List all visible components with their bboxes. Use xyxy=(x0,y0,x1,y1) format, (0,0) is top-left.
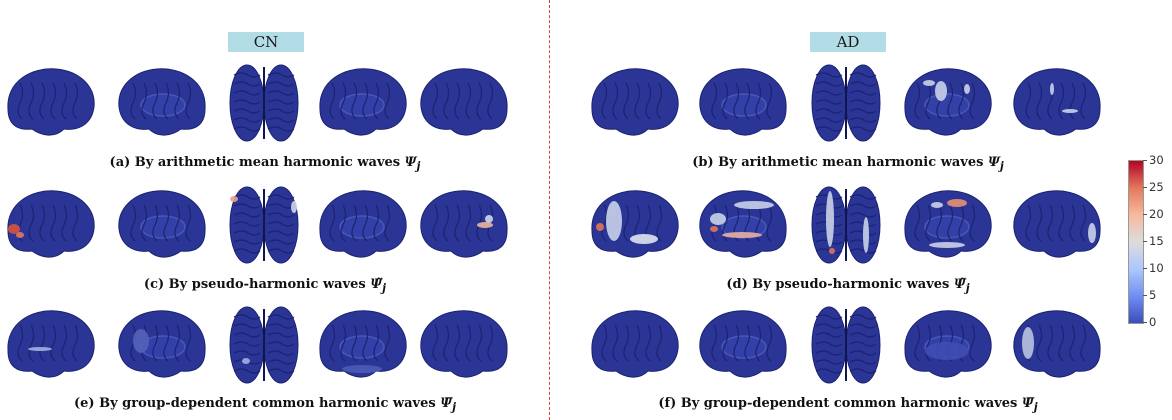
colorbar-tick-mark xyxy=(1143,214,1147,215)
colorbar-tick-label: 10 xyxy=(1149,261,1164,275)
brain-cn-row3-view1 xyxy=(7,310,95,378)
colorbar-tick-label: 20 xyxy=(1149,207,1164,221)
colorbar-tick-label: 0 xyxy=(1149,315,1157,329)
brain-cn-row1-view4 xyxy=(319,68,407,136)
brain-ad-row1-view4 xyxy=(904,68,992,136)
colorbar-tick-label: 25 xyxy=(1149,180,1164,194)
group-divider xyxy=(549,0,550,420)
brain-ad-row2-view2 xyxy=(699,190,787,258)
brain-cn-row3-view4 xyxy=(319,310,407,378)
brain-cn-row2-view3 xyxy=(229,186,299,264)
caption-d: (d) By pseudo-harmonic waves Ψ̃j xyxy=(726,277,970,295)
group-label-ad: AD xyxy=(810,32,886,52)
colorbar-tick-label: 30 xyxy=(1149,153,1164,167)
brain-cn-row2-view2 xyxy=(118,190,206,258)
brain-ad-row2-view3 xyxy=(811,186,881,264)
caption-a: (a) By arithmetic mean harmonic waves Ψj xyxy=(109,155,421,173)
brain-ad-row3-view1 xyxy=(591,310,679,378)
brain-ad-row1-view5 xyxy=(1013,68,1101,136)
brain-cn-row3-view5 xyxy=(420,310,508,378)
brain-cn-row2-view1 xyxy=(7,190,95,258)
colorbar-tick-mark xyxy=(1143,268,1147,269)
brain-cn-row1-view3 xyxy=(229,64,299,142)
brain-cn-row1-view5 xyxy=(420,68,508,136)
brain-ad-row2-view4 xyxy=(904,190,992,258)
brain-ad-row2-view1 xyxy=(591,190,679,258)
brain-ad-row3-view2 xyxy=(699,310,787,378)
brain-ad-row3-view5 xyxy=(1013,310,1101,378)
brain-cn-row3-view3 xyxy=(229,306,299,384)
colorbar-tick-mark xyxy=(1143,295,1147,296)
colorbar-tick-label: 5 xyxy=(1149,288,1157,302)
colorbar-tick-mark xyxy=(1143,187,1147,188)
caption-c: (c) By pseudo-harmonic waves Ψ̃j xyxy=(143,277,387,295)
brain-ad-row2-view5 xyxy=(1013,190,1101,258)
caption-f: (f) By group-dependent common harmonic w… xyxy=(658,396,1038,414)
caption-b: (b) By arithmetic mean harmonic waves Ψj xyxy=(692,155,1004,173)
caption-e: (e) By group-dependent common harmonic w… xyxy=(73,396,457,414)
group-label-cn: CN xyxy=(228,32,304,52)
brain-cn-row3-view2 xyxy=(118,310,206,378)
brain-cn-row1-view1 xyxy=(7,68,95,136)
brain-cn-row2-view5 xyxy=(420,190,508,258)
brain-cn-row1-view2 xyxy=(118,68,206,136)
colorbar-tick-label: 15 xyxy=(1149,234,1164,248)
colorbar-tick-mark xyxy=(1143,160,1147,161)
brain-ad-row1-view2 xyxy=(699,68,787,136)
brain-ad-row3-view4 xyxy=(904,310,992,378)
colorbar-tick-mark xyxy=(1143,241,1147,242)
colorbar xyxy=(1128,160,1144,324)
brain-ad-row1-view3 xyxy=(811,64,881,142)
colorbar-tick-mark xyxy=(1143,322,1147,323)
brain-cn-row2-view4 xyxy=(319,190,407,258)
brain-ad-row3-view3 xyxy=(811,306,881,384)
brain-ad-row1-view1 xyxy=(591,68,679,136)
